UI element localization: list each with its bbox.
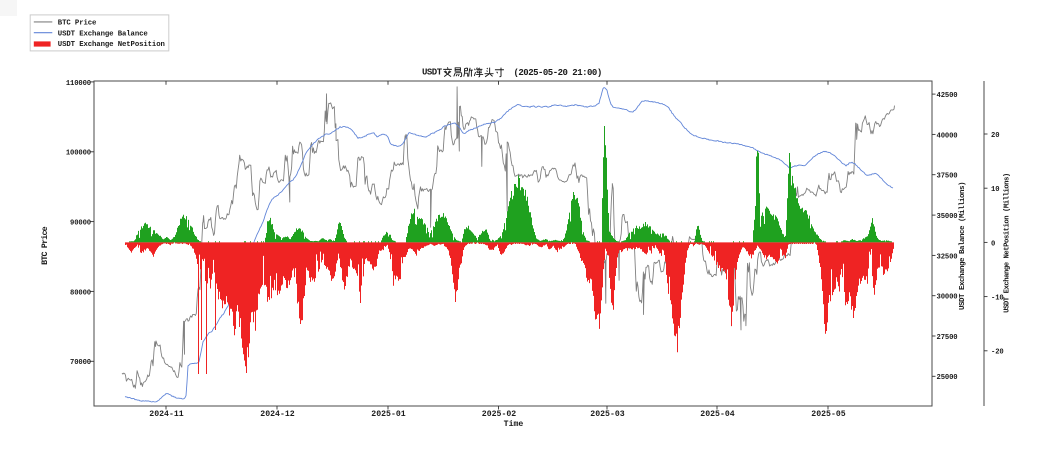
svg-text:42500: 42500: [937, 92, 958, 100]
svg-text:90000: 90000: [70, 220, 91, 228]
svg-text:2025-01: 2025-01: [371, 410, 405, 419]
svg-text:2024-11: 2024-11: [149, 410, 183, 419]
svg-text:2025-03: 2025-03: [590, 410, 624, 419]
svg-text:0: 0: [991, 240, 995, 248]
svg-text:2025-05: 2025-05: [811, 410, 845, 419]
svg-text:BTC Price: BTC Price: [40, 226, 50, 264]
svg-text:-20: -20: [991, 349, 1004, 357]
svg-text:2024-12: 2024-12: [260, 410, 294, 419]
svg-text:27500: 27500: [937, 334, 958, 342]
svg-text:35000: 35000: [937, 213, 958, 221]
svg-text:(2025-05-20 21:00): (2025-05-20 21:00): [514, 68, 602, 78]
svg-text:USDT Exchange NetPosition: USDT Exchange NetPosition: [58, 41, 165, 49]
svg-text:BTC Price: BTC Price: [58, 20, 97, 28]
svg-text:USDT Exchange Balance: USDT Exchange Balance: [58, 30, 149, 38]
svg-text:USDT Exchange Balance (Million: USDT Exchange Balance (Millions): [959, 182, 967, 310]
svg-text:25000: 25000: [937, 374, 958, 382]
svg-text:80000: 80000: [70, 289, 91, 297]
svg-text:100000: 100000: [66, 150, 91, 158]
svg-text:2025-04: 2025-04: [700, 410, 734, 419]
svg-text:USDT Exchange NetPosition (Mil: USDT Exchange NetPosition (Millions): [1004, 173, 1012, 313]
svg-text:32500: 32500: [937, 253, 958, 261]
svg-text:20: 20: [991, 132, 999, 140]
svg-text:40000: 40000: [937, 132, 958, 140]
svg-text:10: 10: [991, 186, 999, 194]
svg-text:2025-02: 2025-02: [482, 410, 516, 419]
svg-text:30000: 30000: [937, 294, 958, 302]
svg-text:70000: 70000: [70, 359, 91, 367]
svg-text:37500: 37500: [937, 173, 958, 181]
svg-text:-10: -10: [991, 295, 1004, 303]
svg-text:USDT: USDT: [422, 68, 443, 78]
svg-text:Time: Time: [504, 419, 524, 429]
svg-text:110000: 110000: [66, 80, 91, 88]
